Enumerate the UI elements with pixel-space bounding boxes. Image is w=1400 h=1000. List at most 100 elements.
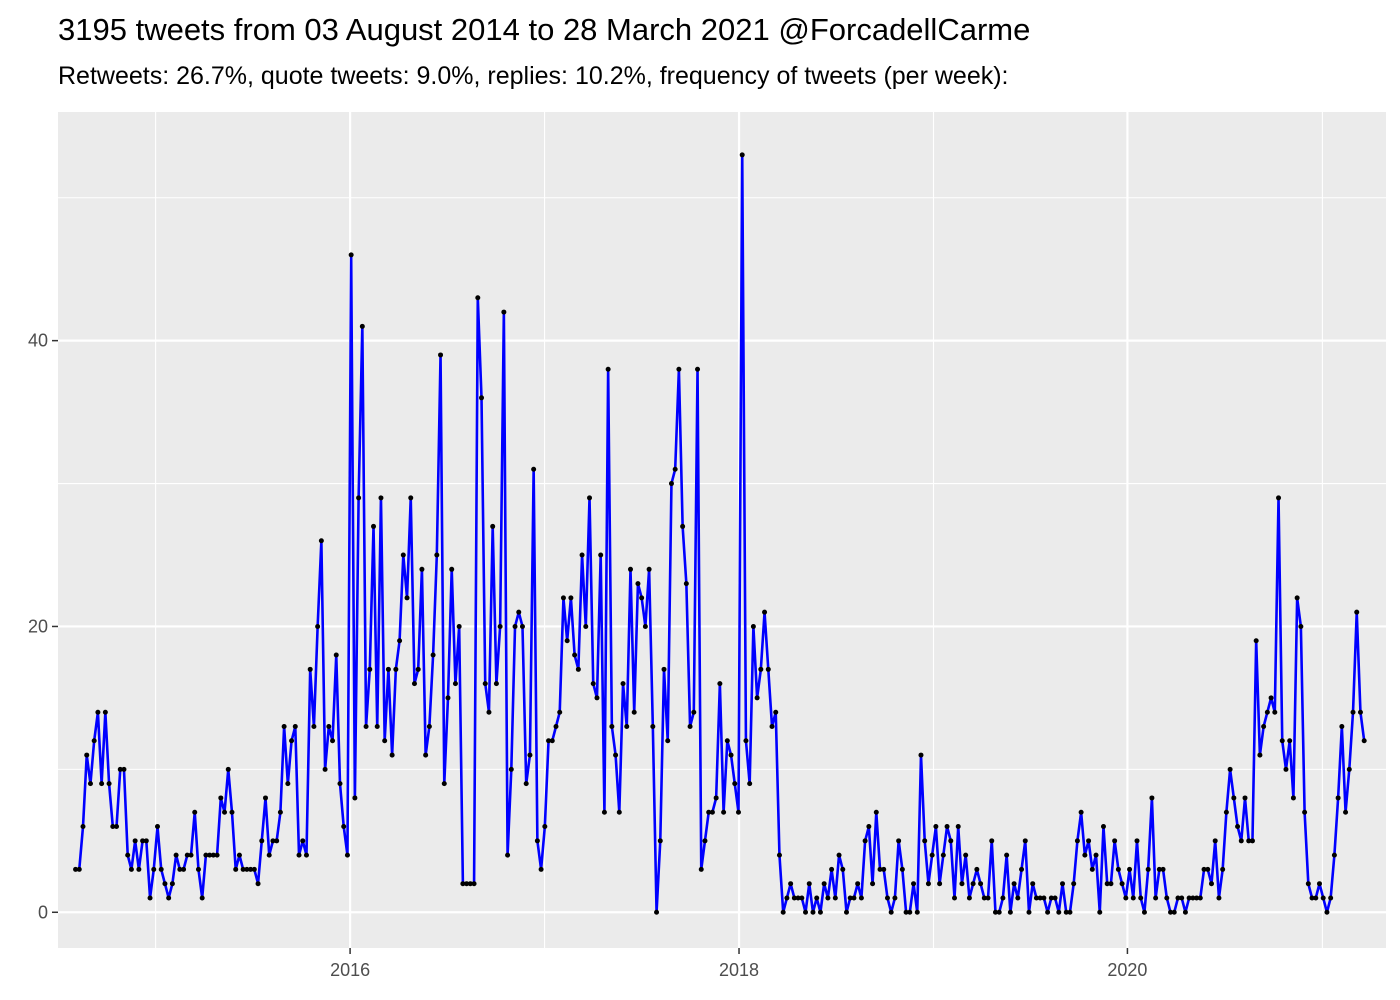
data-point	[240, 866, 246, 872]
data-point	[471, 881, 477, 887]
data-point	[1153, 895, 1159, 901]
data-point	[125, 852, 131, 858]
data-point	[1048, 895, 1054, 901]
data-point	[661, 666, 667, 672]
data-point	[762, 609, 768, 615]
data-point	[665, 738, 671, 744]
data-point	[300, 838, 306, 844]
data-point	[1290, 795, 1296, 801]
data-point	[277, 809, 283, 815]
data-point	[1030, 881, 1036, 887]
data-point	[937, 881, 943, 887]
data-point	[523, 781, 529, 787]
data-point	[862, 838, 868, 844]
data-point	[419, 566, 425, 572]
data-point	[527, 752, 533, 758]
data-point	[460, 881, 466, 887]
data-point	[814, 895, 820, 901]
data-point	[263, 795, 268, 801]
data-point	[680, 523, 686, 529]
data-point	[1138, 895, 1144, 901]
data-point	[225, 766, 231, 772]
data-point	[1115, 866, 1121, 872]
data-point	[776, 852, 782, 858]
data-point	[691, 709, 697, 715]
data-point	[683, 581, 689, 587]
data-point	[702, 838, 708, 844]
data-point	[557, 709, 563, 715]
data-point	[739, 152, 745, 158]
data-point	[788, 881, 794, 887]
data-point	[840, 866, 846, 872]
data-point	[959, 881, 965, 887]
data-point	[192, 809, 198, 815]
data-point	[635, 581, 641, 587]
data-point	[881, 866, 887, 872]
data-point	[1141, 909, 1147, 915]
data-point	[851, 895, 857, 901]
data-point	[233, 866, 239, 872]
data-point	[624, 724, 630, 729]
data-point	[978, 881, 984, 887]
data-points	[73, 152, 1367, 915]
data-point	[493, 681, 499, 687]
data-point	[676, 366, 682, 372]
data-point	[944, 824, 950, 830]
data-point	[914, 909, 920, 915]
data-point	[341, 824, 347, 830]
data-point	[855, 881, 861, 887]
data-point	[1004, 852, 1010, 858]
data-point	[1272, 709, 1278, 715]
data-point	[933, 824, 939, 830]
data-point	[654, 909, 660, 915]
y-tick-label: 0	[38, 902, 48, 922]
data-point	[1223, 809, 1229, 815]
data-point	[1127, 866, 1133, 872]
data-point	[873, 809, 879, 815]
data-point	[687, 724, 693, 729]
data-point	[393, 666, 399, 672]
data-point	[981, 895, 987, 901]
data-point	[922, 838, 928, 844]
data-point	[188, 852, 194, 858]
data-point	[642, 623, 648, 629]
data-point	[121, 766, 127, 772]
data-point	[91, 738, 97, 744]
data-point	[449, 566, 455, 572]
data-point	[769, 724, 775, 729]
data-point	[1208, 881, 1214, 887]
data-point	[285, 781, 291, 787]
data-point	[892, 895, 898, 901]
data-point	[1149, 795, 1155, 801]
x-tick-label: 2016	[330, 960, 370, 980]
data-point	[132, 838, 138, 844]
data-point	[952, 895, 958, 901]
data-point	[668, 481, 674, 487]
data-point	[858, 895, 864, 901]
data-point	[735, 809, 741, 815]
data-point	[315, 623, 321, 629]
data-point	[367, 666, 373, 672]
data-point	[773, 709, 779, 715]
data-point	[1134, 838, 1140, 844]
data-point	[1171, 909, 1177, 915]
data-point	[538, 866, 544, 872]
data-point	[594, 695, 600, 701]
data-point	[154, 824, 160, 830]
data-point	[844, 909, 849, 915]
data-point	[1190, 895, 1196, 901]
data-point	[627, 566, 633, 572]
data-point	[1037, 895, 1043, 901]
data-point	[1164, 895, 1170, 901]
data-point	[274, 838, 280, 844]
data-point	[169, 881, 175, 887]
data-point	[411, 681, 417, 687]
data-point	[1235, 824, 1241, 830]
data-point	[311, 724, 317, 729]
data-point	[918, 752, 924, 758]
data-point	[940, 852, 946, 858]
data-point	[620, 681, 626, 687]
data-point	[825, 895, 831, 901]
data-point	[657, 838, 663, 844]
data-point	[966, 895, 972, 901]
